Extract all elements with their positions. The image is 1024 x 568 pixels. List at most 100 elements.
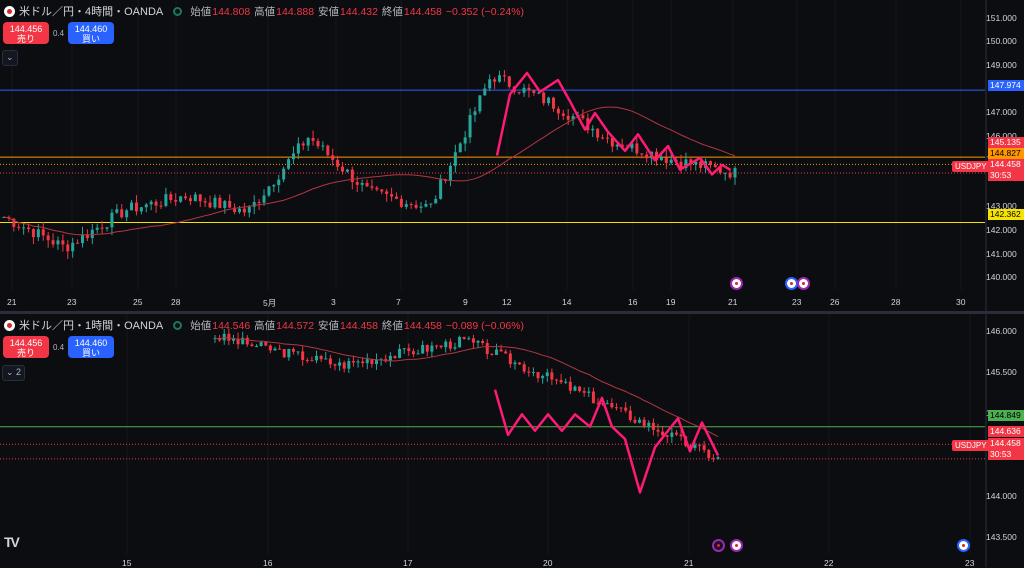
- candle-body: [273, 348, 277, 351]
- candle-body: [338, 362, 342, 366]
- collapse-legend-button[interactable]: ⌄ 2: [2, 365, 26, 381]
- candle-body: [542, 92, 546, 104]
- candle-body: [628, 410, 632, 420]
- jp-event-icon[interactable]: [730, 539, 743, 552]
- candle-body: [708, 161, 712, 166]
- candle-body: [231, 338, 235, 341]
- candle-body: [647, 422, 651, 426]
- candle-body: [513, 362, 517, 365]
- price-tag-red: 144.636: [988, 426, 1024, 437]
- candle-body: [321, 145, 325, 147]
- candle-body: [291, 348, 295, 352]
- candle-body: [333, 364, 337, 366]
- candle-body: [208, 202, 212, 208]
- candle-body: [504, 351, 508, 354]
- candle-body: [188, 198, 192, 202]
- candle-body: [278, 348, 282, 350]
- candle-body: [296, 351, 300, 353]
- time-axis-label: 5月: [263, 298, 277, 308]
- candle-body: [630, 143, 634, 149]
- chart-pane-1h[interactable]: 米ドル／円・1時間・OANDA 始値144.546 高値144.572 安値14…: [0, 314, 1024, 568]
- candle-body: [324, 358, 328, 360]
- price-chart-1h[interactable]: [0, 314, 1024, 567]
- candle-body: [85, 234, 89, 239]
- buy-button[interactable]: 144.460 買い: [68, 336, 114, 358]
- candle-body: [17, 226, 21, 228]
- candle-body: [130, 202, 134, 211]
- time-axis-label: 16: [628, 297, 638, 307]
- candle-body: [255, 346, 259, 348]
- us-event-icon[interactable]: [957, 539, 970, 552]
- sell-button[interactable]: 144.456 売り: [3, 22, 49, 44]
- candle-body: [105, 227, 109, 229]
- spread-value: 0.4: [53, 343, 65, 352]
- buy-button[interactable]: 144.460 買い: [68, 22, 114, 44]
- candle-body: [264, 342, 268, 346]
- pane-divider[interactable]: [0, 311, 1024, 314]
- candle-body: [245, 337, 249, 345]
- candle-body: [341, 166, 345, 172]
- candle-body: [390, 194, 394, 197]
- candle-body: [453, 347, 457, 349]
- moving-average-line[interactable]: [214, 336, 719, 437]
- candle-body: [429, 203, 433, 205]
- time-axis-label: 15: [122, 558, 132, 568]
- candle-body: [532, 90, 536, 94]
- candle-body: [350, 169, 354, 183]
- drawn-zigzag-line[interactable]: [495, 71, 731, 176]
- candle-body: [301, 143, 305, 146]
- candle-body: [90, 229, 94, 239]
- jp-event-icon[interactable]: [797, 277, 810, 290]
- candle-body: [164, 194, 168, 206]
- candle-body: [661, 431, 665, 436]
- lightning-event-icon[interactable]: [712, 539, 725, 552]
- price-axis-label: 144.000: [986, 490, 1017, 501]
- candle-body: [31, 229, 35, 238]
- candle-body: [547, 97, 551, 104]
- candle-body: [328, 358, 332, 365]
- sell-button[interactable]: 144.456 売り: [3, 336, 49, 358]
- candle-body: [614, 407, 618, 409]
- symbol-title[interactable]: 米ドル／円・4時間・OANDA: [19, 6, 164, 18]
- candle-body: [388, 355, 392, 362]
- candle-body: [179, 196, 183, 202]
- candle-body: [638, 419, 642, 423]
- candle-body: [233, 207, 237, 213]
- candle-body: [370, 186, 374, 188]
- time-axis-label: 17: [403, 558, 413, 568]
- candle-body: [669, 159, 673, 163]
- drawn-zigzag-line[interactable]: [493, 389, 720, 494]
- candle-body: [435, 345, 439, 347]
- candle-body: [624, 407, 628, 411]
- candle-body: [236, 338, 240, 345]
- candle-body: [571, 116, 575, 120]
- tradingview-logo[interactable]: TV: [4, 534, 20, 550]
- price-axis-label: 146.000: [986, 130, 1017, 141]
- collapse-legend-button[interactable]: ⌄: [2, 50, 18, 66]
- candle-body: [184, 196, 188, 199]
- candle-body: [228, 200, 232, 208]
- candle-body: [462, 337, 466, 339]
- event-icon[interactable]: [730, 277, 743, 290]
- moving-average-line[interactable]: [3, 106, 736, 236]
- candle-body: [213, 197, 217, 208]
- candle-body: [218, 197, 222, 209]
- candle-body: [564, 381, 568, 383]
- candle-body: [227, 333, 231, 341]
- price-chart-4h[interactable]: [0, 0, 1024, 312]
- chart-pane-4h[interactable]: 米ドル／円・4時間・OANDA 始値144.808 高値144.888 安値14…: [0, 0, 1024, 312]
- candle-body: [522, 87, 526, 93]
- candle-body: [596, 403, 600, 405]
- candle-body: [402, 348, 406, 350]
- symbol-title[interactable]: 米ドル／円・1時間・OANDA: [19, 320, 164, 332]
- candle-body: [601, 403, 605, 405]
- price-axis-label: 140.000: [986, 272, 1017, 283]
- price-axis-label: 145.500: [986, 367, 1017, 378]
- candle-body: [360, 182, 364, 185]
- candle-body: [679, 434, 683, 437]
- candle-body: [502, 75, 506, 77]
- candle-body: [80, 234, 84, 244]
- candle-body: [439, 179, 443, 199]
- candle-body: [287, 348, 291, 358]
- candle-body: [430, 345, 434, 352]
